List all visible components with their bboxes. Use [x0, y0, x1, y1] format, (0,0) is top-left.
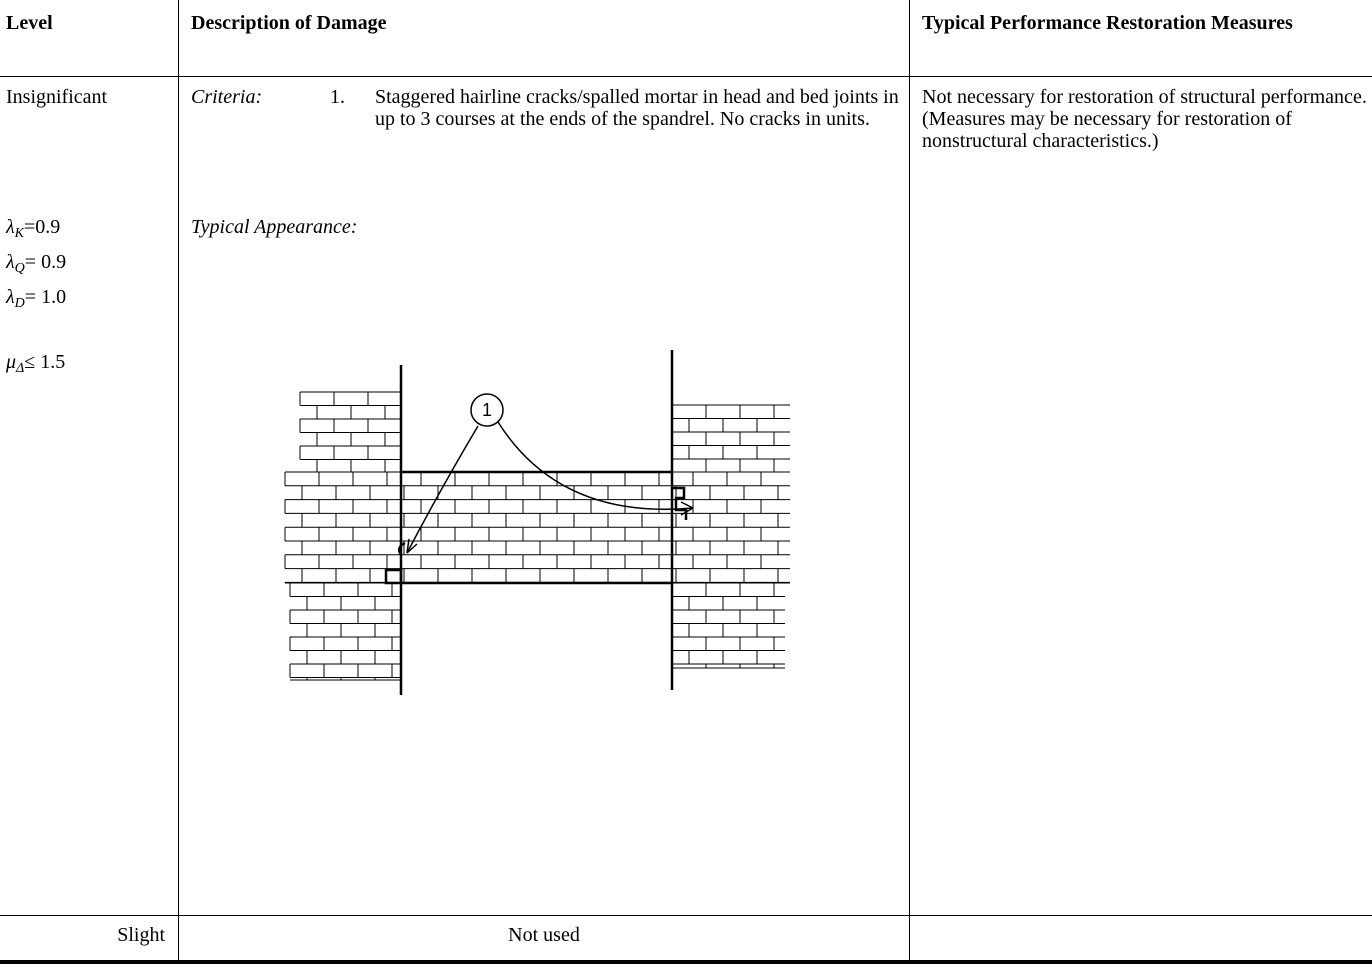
description: Not used	[508, 924, 580, 946]
figure-label: 1	[482, 400, 492, 420]
rule	[0, 915, 1372, 916]
rule	[909, 0, 910, 961]
factor-value: =0.9	[24, 216, 61, 238]
factor: λQ= 0.9	[6, 251, 66, 280]
rule	[0, 76, 1372, 77]
item-text: Staggered hairline cracks/spalled mortar…	[375, 86, 899, 130]
factor-symbol: λ	[6, 216, 15, 238]
factor: μΔ≤ 1.5	[6, 351, 65, 380]
level: Insignificant	[6, 86, 108, 108]
factor-sub: Q	[14, 261, 25, 276]
header-cell: Description of Damage	[191, 12, 387, 34]
factor: λK=0.9	[6, 216, 60, 245]
item-number: 1.	[330, 86, 345, 108]
measures: Not necessary for restoration of structu…	[922, 86, 1367, 152]
factor-sub: K	[14, 226, 25, 241]
factor-symbol: λ	[6, 286, 15, 308]
factor-value: = 0.9	[24, 251, 67, 273]
appearance-label: Typical Appearance:	[191, 216, 358, 238]
bricks	[284, 391, 790, 681]
factor-value: ≤ 1.5	[24, 351, 66, 373]
factor-symbol: μ	[6, 351, 17, 373]
rule	[0, 960, 1372, 964]
factor-value: = 1.0	[24, 286, 67, 308]
factor-symbol: λ	[6, 251, 15, 273]
factor-sub: D	[14, 296, 25, 311]
factor: λD= 1.0	[6, 286, 66, 315]
header-cell: Level	[6, 12, 53, 34]
level: Slight	[117, 924, 165, 946]
criteria-label: Criteria:	[191, 86, 263, 108]
factor-sub: Δ	[16, 361, 25, 376]
rule	[178, 0, 179, 961]
header-cell: Typical Performance Restoration Measures	[922, 12, 1293, 34]
